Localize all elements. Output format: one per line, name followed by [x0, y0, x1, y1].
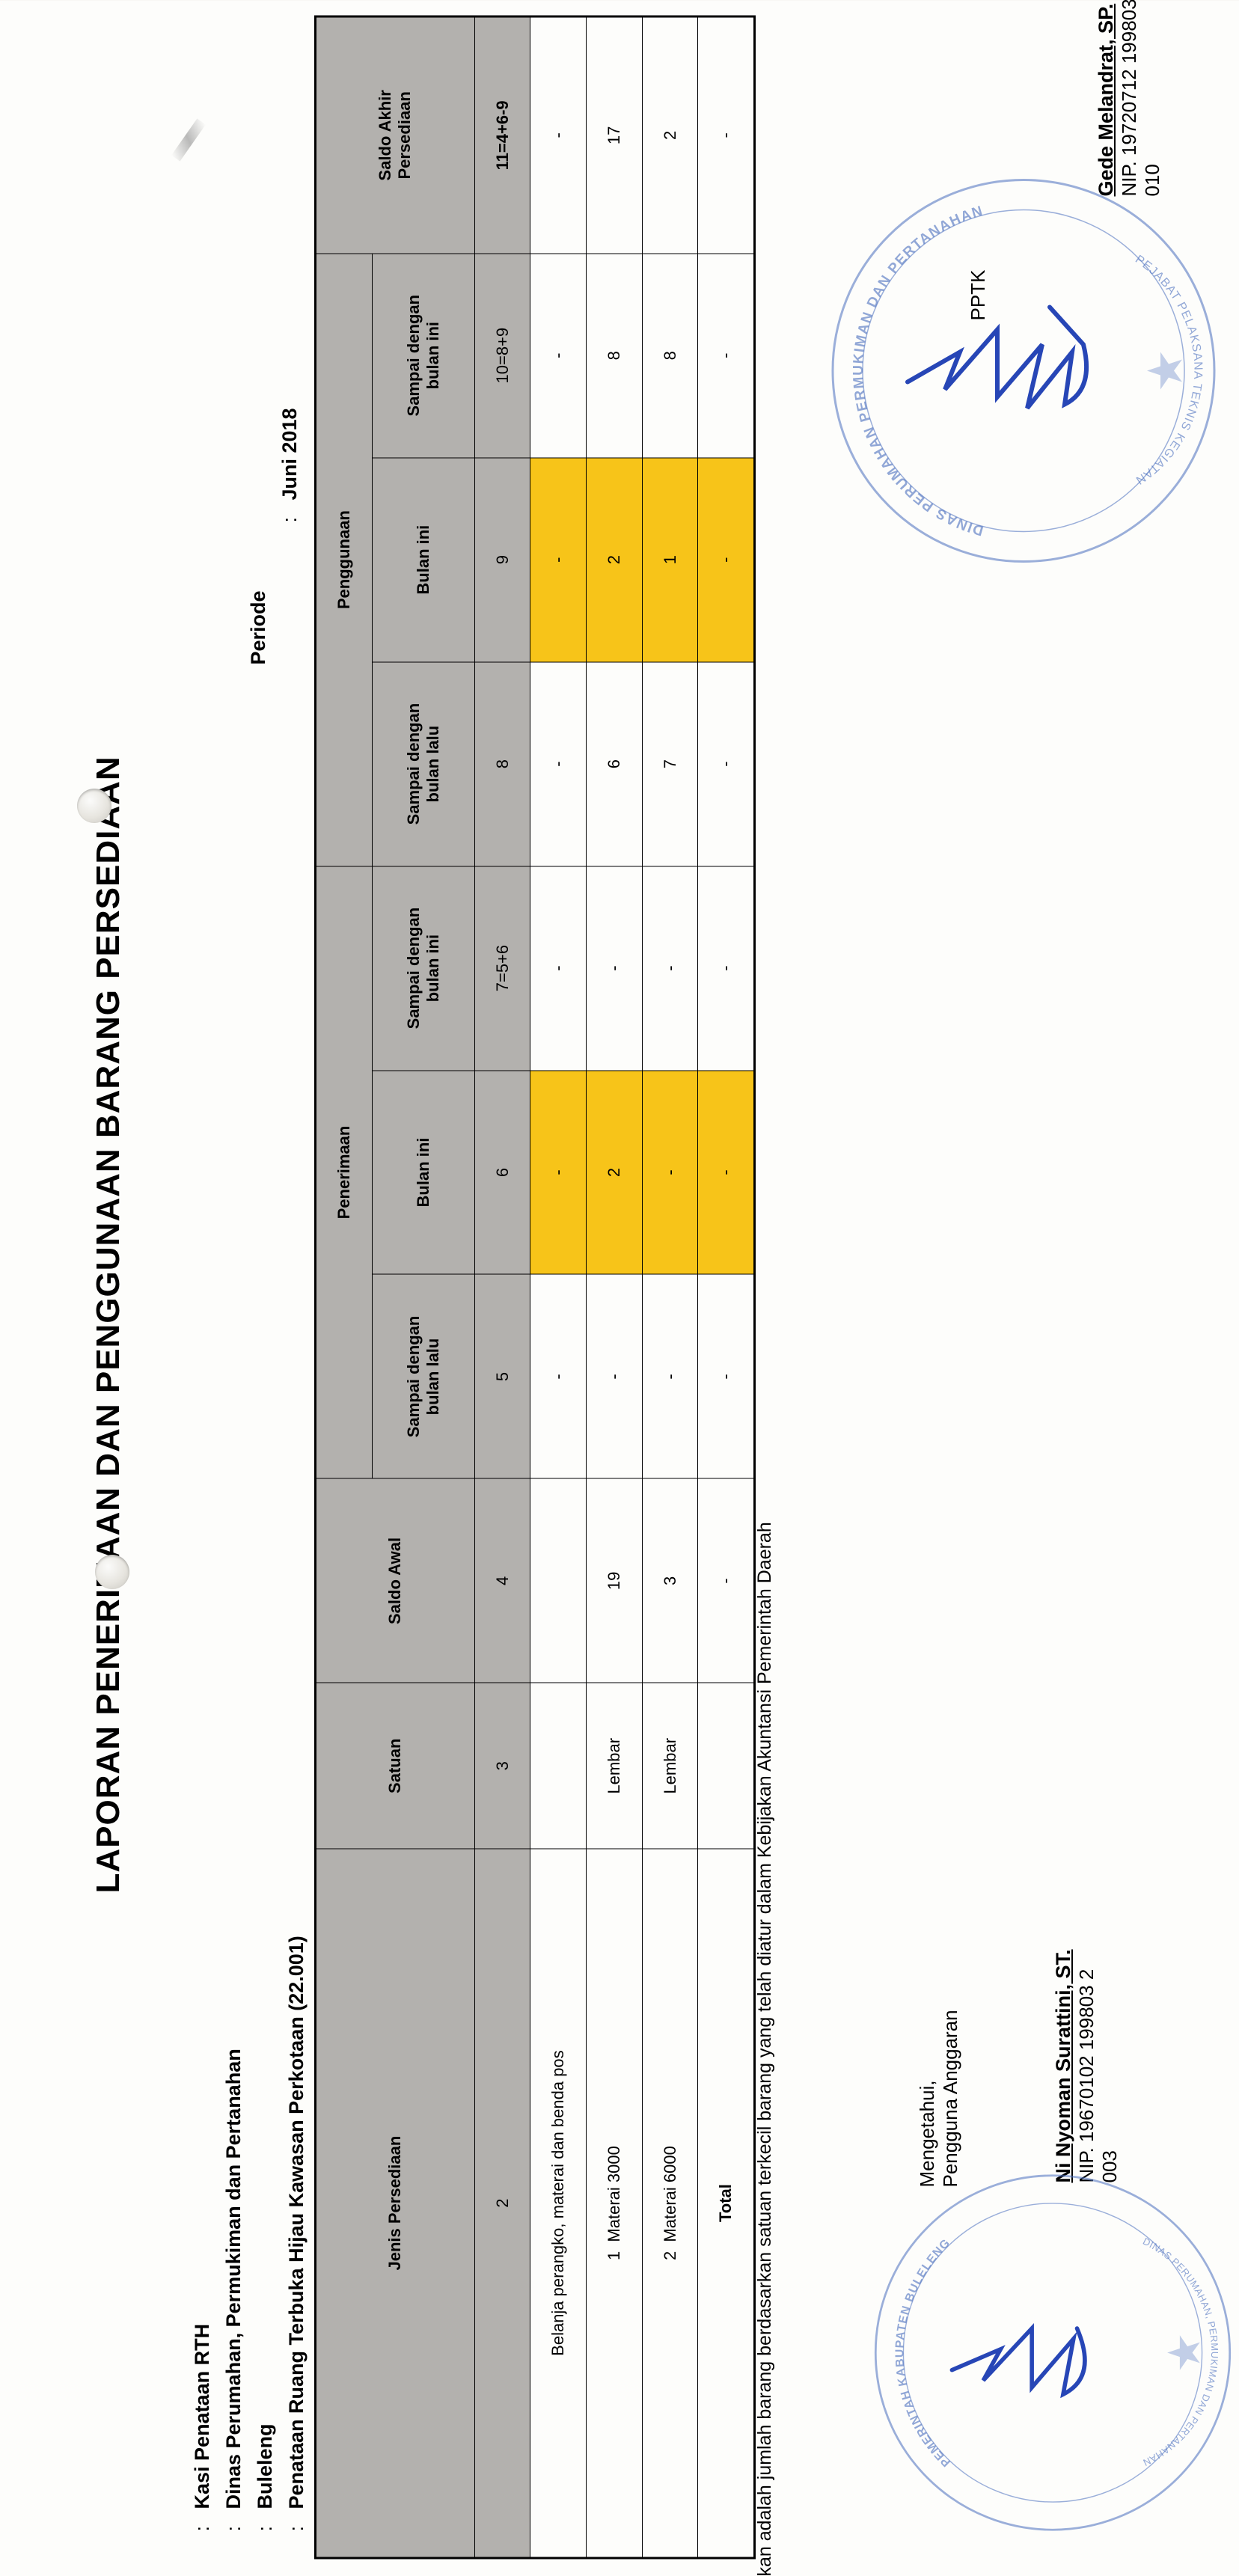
- svg-text:DINAS PERUMAHAN PERMUKIMAN DAN: DINAS PERUMAHAN PERMUKIMAN DAN PERTANAHA…: [851, 203, 985, 538]
- svg-text:PEMERINTAH KABUPATEN BULELENG: PEMERINTAH KABUPATEN BULELENG: [893, 2236, 952, 2469]
